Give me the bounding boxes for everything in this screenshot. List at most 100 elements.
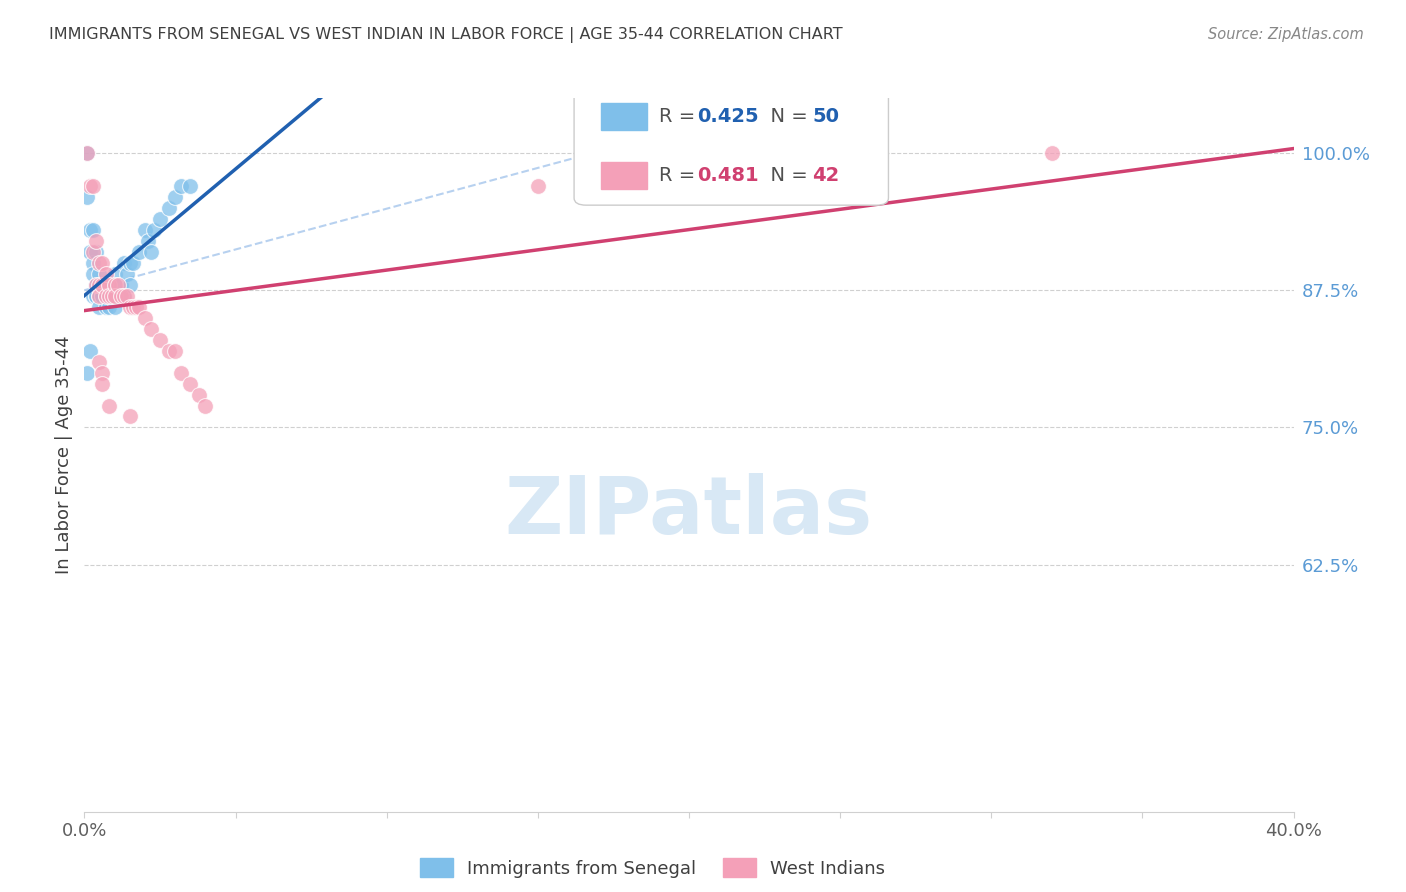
Point	[79, 178, 101, 193]
Point	[97, 300, 120, 314]
Point	[118, 256, 141, 270]
Point	[1040, 146, 1063, 161]
Point	[86, 277, 108, 292]
Point	[89, 256, 111, 270]
Point	[86, 244, 108, 259]
Text: N =: N =	[758, 167, 814, 186]
Point	[179, 178, 201, 193]
Point	[91, 277, 114, 292]
Text: ZIPatlas: ZIPatlas	[505, 473, 873, 551]
Point	[157, 201, 180, 215]
Point	[115, 289, 138, 303]
Point	[112, 256, 135, 270]
Text: R =: R =	[658, 107, 702, 126]
Point	[139, 321, 162, 335]
Point	[104, 289, 127, 303]
Point	[112, 289, 135, 303]
Point	[82, 223, 104, 237]
Point	[118, 300, 141, 314]
Point	[149, 211, 172, 226]
Point	[79, 223, 101, 237]
Point	[100, 289, 122, 303]
Point	[76, 190, 98, 204]
Text: 50: 50	[813, 107, 839, 126]
Point	[100, 289, 122, 303]
Point	[157, 343, 180, 358]
Point	[94, 267, 117, 281]
Point	[94, 289, 117, 303]
Point	[94, 289, 117, 303]
Point	[136, 234, 159, 248]
Text: 42: 42	[813, 167, 839, 186]
Text: Source: ZipAtlas.com: Source: ZipAtlas.com	[1208, 27, 1364, 42]
Point	[110, 277, 132, 292]
Point	[76, 366, 98, 380]
Point	[89, 289, 111, 303]
Point	[86, 289, 108, 303]
Point	[91, 277, 114, 292]
Point	[107, 277, 129, 292]
Bar	[600, 162, 647, 189]
Point	[163, 190, 186, 204]
Point	[89, 289, 111, 303]
Bar	[600, 103, 647, 130]
Point	[91, 376, 114, 391]
Point	[86, 277, 108, 292]
Point	[121, 300, 143, 314]
Point	[179, 376, 201, 391]
Point	[82, 244, 104, 259]
Point	[142, 223, 165, 237]
Point	[170, 366, 193, 380]
Point	[97, 289, 120, 303]
Y-axis label: In Labor Force | Age 35-44: In Labor Force | Age 35-44	[55, 335, 73, 574]
Point	[91, 366, 114, 380]
Point	[89, 267, 111, 281]
Point	[134, 223, 156, 237]
Point	[170, 178, 193, 193]
Legend: Immigrants from Senegal, West Indians: Immigrants from Senegal, West Indians	[413, 851, 893, 885]
Point	[94, 300, 117, 314]
Text: N =: N =	[758, 107, 814, 126]
Point	[104, 289, 127, 303]
Text: IMMIGRANTS FROM SENEGAL VS WEST INDIAN IN LABOR FORCE | AGE 35-44 CORRELATION CH: IMMIGRANTS FROM SENEGAL VS WEST INDIAN I…	[49, 27, 842, 43]
Point	[89, 300, 111, 314]
Point	[128, 300, 150, 314]
Point	[100, 277, 122, 292]
Point	[121, 256, 143, 270]
Point	[89, 354, 111, 368]
Point	[194, 399, 217, 413]
Point	[526, 178, 548, 193]
Point	[104, 300, 127, 314]
Point	[82, 289, 104, 303]
Text: 0.481: 0.481	[697, 167, 759, 186]
Text: R =: R =	[658, 167, 702, 186]
FancyBboxPatch shape	[574, 87, 889, 205]
Point	[134, 310, 156, 325]
Point	[82, 256, 104, 270]
Point	[107, 277, 129, 292]
Point	[149, 333, 172, 347]
Point	[97, 399, 120, 413]
Point	[86, 234, 108, 248]
Point	[128, 244, 150, 259]
Point	[115, 267, 138, 281]
Point	[97, 289, 120, 303]
Point	[163, 343, 186, 358]
Point	[104, 267, 127, 281]
Point	[79, 343, 101, 358]
Point	[118, 409, 141, 424]
Point	[118, 277, 141, 292]
Point	[91, 256, 114, 270]
Point	[76, 146, 98, 161]
Point	[125, 300, 148, 314]
Point	[110, 289, 132, 303]
Point	[104, 277, 127, 292]
Point	[82, 178, 104, 193]
Point	[89, 277, 111, 292]
Point	[97, 277, 120, 292]
Text: 0.425: 0.425	[697, 107, 759, 126]
Point	[86, 289, 108, 303]
Point	[82, 267, 104, 281]
Point	[94, 277, 117, 292]
Point	[79, 244, 101, 259]
